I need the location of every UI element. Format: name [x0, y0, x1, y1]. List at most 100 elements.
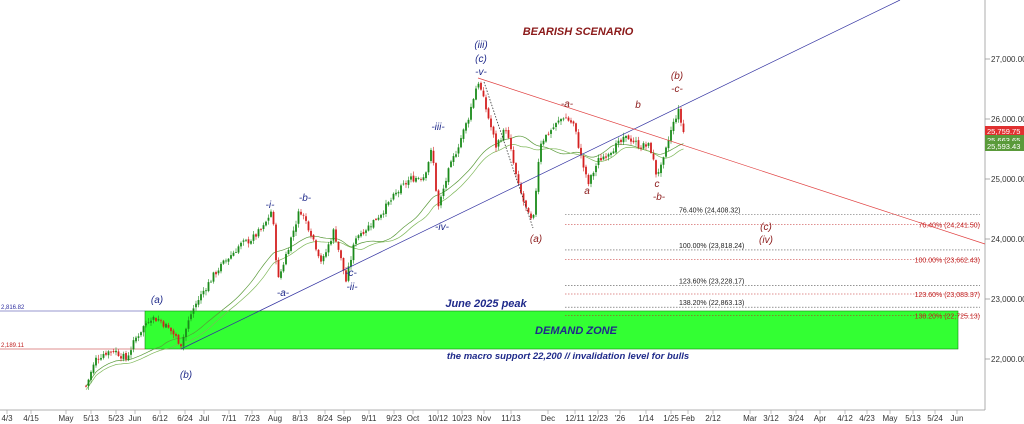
x-tick-label: 8/13 [292, 414, 308, 423]
candle-body [485, 97, 487, 110]
candle-body [452, 156, 455, 162]
x-tick-label: 4/15 [23, 414, 39, 423]
y-tick-label: 25,000.00 [991, 175, 1024, 184]
candle-body [352, 244, 355, 261]
candle-body [412, 175, 415, 182]
candle-body [250, 241, 252, 244]
candle-body [200, 294, 202, 301]
wave-label: -iv- [435, 222, 450, 233]
candle-body [500, 140, 502, 142]
candle-body [682, 123, 685, 132]
candle-body [655, 160, 657, 175]
candle-body [115, 350, 117, 353]
candle-body [215, 272, 217, 275]
candle-body [360, 233, 362, 237]
fib-label-black: 138.20% (22,863.13) [679, 300, 744, 307]
candle-body [272, 211, 275, 225]
candle-body [672, 121, 675, 132]
candle-body [420, 178, 422, 180]
x-tick-label: Aug [268, 414, 282, 423]
chart-title: BEARISH SCENARIO [523, 26, 634, 38]
candle-body [260, 229, 262, 230]
candle-body [667, 140, 670, 149]
x-tick-label: Feb [681, 414, 695, 423]
candle-body [660, 164, 662, 174]
y-tick-label: 22,000.00 [991, 355, 1024, 364]
candle-body [237, 246, 240, 253]
candle-body [317, 249, 320, 257]
fib-label-red: 100.00% (23,662.43) [915, 257, 980, 264]
x-tick-label: Jul [199, 414, 209, 423]
candle-body [345, 270, 347, 282]
candle-body [470, 106, 472, 120]
candle-body [612, 151, 615, 154]
candle-body [477, 83, 480, 88]
candle-body [552, 127, 555, 129]
price-tag-box [985, 126, 1024, 136]
candle-body [140, 332, 142, 336]
candle-body [100, 357, 102, 360]
candle-body [472, 99, 475, 108]
candle-body [367, 225, 370, 231]
wave-label: (c) [475, 54, 487, 65]
x-tick-label: 6/12 [152, 414, 168, 423]
candle-body [605, 156, 607, 158]
wave-label: -ii- [346, 282, 358, 293]
candle-body [280, 271, 282, 278]
candle-body [392, 193, 395, 200]
candle-body [527, 208, 530, 213]
wave-label: (b) [180, 370, 192, 381]
candle-body [455, 154, 457, 157]
candle-body [572, 121, 575, 124]
candle-body [337, 241, 340, 250]
candle-body [305, 216, 307, 221]
candle-body [375, 218, 377, 220]
candle-body [417, 178, 420, 179]
candle-body [332, 229, 335, 241]
wave-label: -i- [266, 200, 276, 211]
candle-body [172, 330, 175, 335]
candle-body [137, 336, 140, 338]
candle-body [97, 358, 100, 360]
x-tick-label: May [58, 414, 73, 423]
wave-label: (c) [760, 222, 772, 233]
wave-label: -b- [653, 192, 666, 203]
candle-body [182, 336, 185, 347]
candle-body [662, 157, 665, 165]
candle-body [175, 334, 177, 336]
candle-body [522, 193, 525, 202]
candle-body [370, 226, 372, 228]
candle-body [560, 119, 562, 122]
candle-body [507, 130, 510, 138]
candle-body [307, 221, 310, 231]
candle-body [145, 323, 147, 326]
candle-body [587, 174, 590, 185]
candle-body [505, 130, 507, 132]
y-tick-label: 27,000.00 [991, 55, 1024, 64]
candle-body [540, 143, 542, 162]
x-tick-label: 7/23 [244, 414, 260, 423]
candle-body [557, 120, 560, 123]
candle-body [295, 224, 297, 232]
candle-body [330, 241, 332, 245]
wave-label: (iv) [759, 235, 773, 246]
x-tick-label: 5/23 [108, 414, 124, 423]
candle-body [167, 324, 170, 328]
candle-body [177, 334, 180, 344]
wave-label: -a- [277, 288, 290, 299]
candle-body [117, 351, 120, 356]
candle-body [287, 249, 290, 255]
candle-body [242, 240, 245, 242]
candle-body [245, 239, 247, 241]
candle-body [192, 308, 195, 314]
x-tick-label: Jun [129, 414, 142, 423]
x-tick-label: 5/13 [905, 414, 921, 423]
candle-body [292, 230, 295, 237]
x-tick-label: 10/12 [428, 414, 449, 423]
candle-body [185, 328, 187, 338]
x-tick-label: Mar [743, 414, 757, 423]
candle-body [397, 192, 400, 194]
y-tick-label: 23,000.00 [991, 295, 1024, 304]
candle-body [282, 264, 285, 272]
